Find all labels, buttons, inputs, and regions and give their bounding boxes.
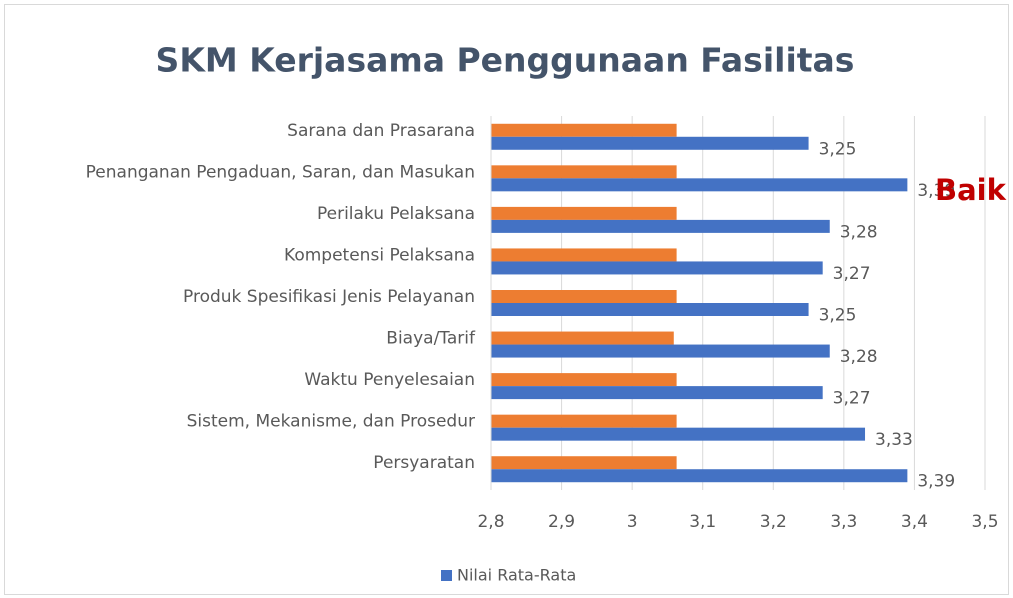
bar xyxy=(491,261,823,275)
bar xyxy=(491,456,677,470)
y-tick-label: Waktu Penyelesaian xyxy=(304,370,475,390)
y-tick-label: Kompetensi Pelaksana xyxy=(284,245,475,265)
x-tick-label: 3,2 xyxy=(760,512,787,532)
data-label: 3,28 xyxy=(840,347,878,367)
x-tick-label: 3,5 xyxy=(971,512,998,532)
bar xyxy=(491,427,866,441)
chart-title: SKM Kerjasama Penggunaan Fasilitas xyxy=(156,41,855,80)
legend-swatch xyxy=(441,570,452,581)
y-tick-label: Biaya/Tarif xyxy=(386,329,476,349)
x-tick-label: 3,4 xyxy=(901,512,928,532)
x-tick-label: 3 xyxy=(627,512,638,532)
data-label: 3,28 xyxy=(840,222,878,242)
x-tick-label: 2,9 xyxy=(548,512,575,532)
data-label: 3,25 xyxy=(819,139,857,159)
y-tick-label: Persyaratan xyxy=(373,453,475,473)
bar xyxy=(491,165,677,179)
bar xyxy=(491,206,677,220)
data-label: 3,39 xyxy=(917,472,955,492)
x-tick-label: 3,3 xyxy=(830,512,857,532)
bar xyxy=(491,331,674,345)
data-label: 3,25 xyxy=(819,306,857,326)
x-tick-label: 3,1 xyxy=(689,512,716,532)
legend-label: Nilai Rata-Rata xyxy=(457,566,576,585)
bar xyxy=(491,469,908,483)
bar xyxy=(491,414,677,428)
bar xyxy=(491,386,823,400)
bar xyxy=(491,219,830,233)
bar xyxy=(491,303,809,316)
y-tick-label: Sistem, Mekanisme, dan Prosedur xyxy=(187,412,475,432)
bar xyxy=(491,248,677,262)
data-label: 3,33 xyxy=(875,430,913,450)
y-tick-label: Penanganan Pengaduan, Saran, dan Masukan xyxy=(86,162,475,182)
data-label: 3,27 xyxy=(833,389,871,409)
data-label: 3,39 xyxy=(917,181,955,201)
y-tick-label: Sarana dan Prasarana xyxy=(287,121,475,141)
x-tick-label: 2,8 xyxy=(477,512,504,532)
bar xyxy=(491,373,677,387)
data-label: 3,27 xyxy=(833,264,871,284)
y-tick-label: Produk Spesifikasi Jenis Pelayanan xyxy=(183,287,475,307)
bar xyxy=(491,136,809,150)
annotation: Baik xyxy=(935,173,1007,207)
bar xyxy=(491,178,908,192)
bar xyxy=(491,344,830,358)
bar xyxy=(491,123,677,137)
y-tick-label: Perilaku Pelaksana xyxy=(317,204,475,224)
bar xyxy=(491,290,677,303)
